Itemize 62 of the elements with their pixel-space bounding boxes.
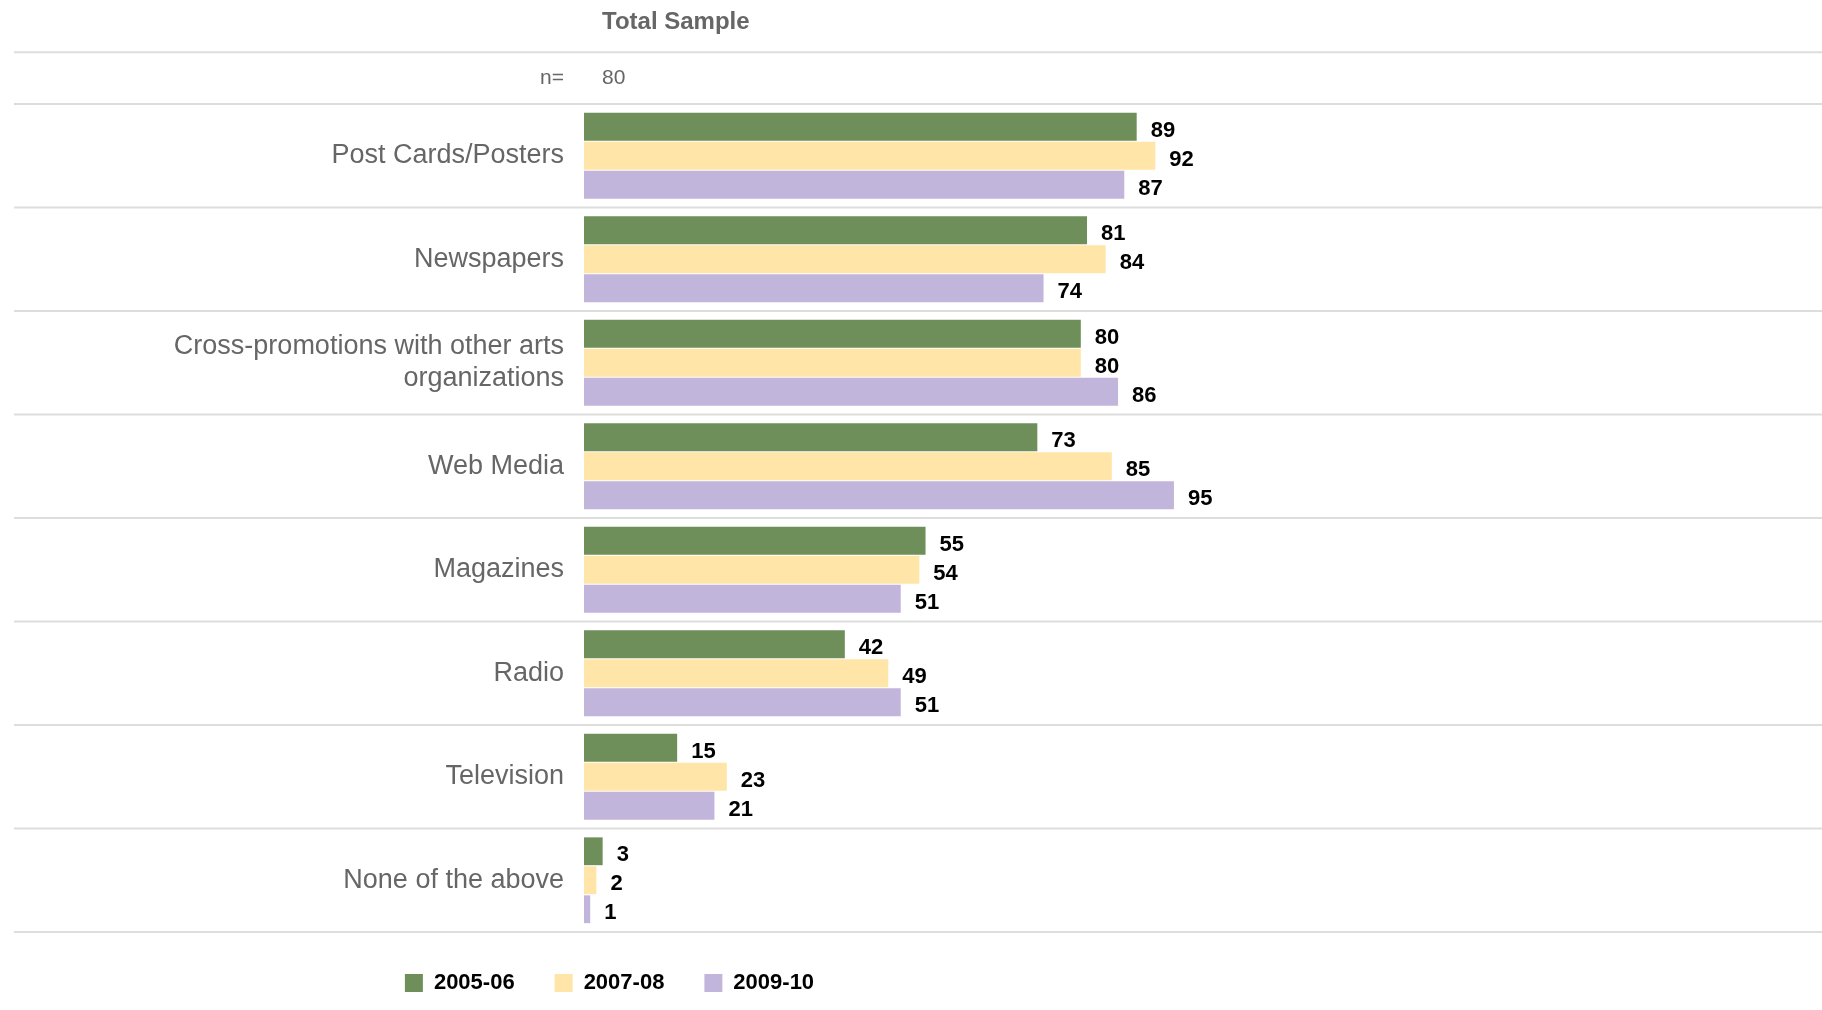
data-label: 3 (616, 841, 629, 867)
y-tick-label: Post Cards/Posters (331, 139, 564, 170)
data-label: 1 (604, 899, 617, 925)
data-label: 85 (1125, 456, 1151, 482)
bar (584, 245, 1106, 274)
bar (584, 423, 1038, 452)
data-label: 80 (1094, 352, 1120, 378)
data-label: 92 (1169, 145, 1194, 171)
data-label: 81 (1101, 220, 1126, 246)
legend-label: 2007-08 (583, 969, 665, 995)
bar (584, 791, 715, 820)
bar (584, 526, 926, 555)
data-label: 55 (939, 530, 965, 556)
data-label: 42 (858, 634, 884, 660)
chart-title: Total Sample (602, 6, 750, 34)
data-label: 51 (914, 692, 940, 718)
data-label: 89 (1150, 116, 1176, 142)
bar (584, 452, 1112, 481)
data-label: 80 (1094, 323, 1120, 349)
bar (584, 895, 591, 924)
y-tick-label: Magazines (433, 553, 564, 584)
data-label: 73 (1051, 427, 1076, 453)
data-label: 51 (914, 588, 940, 614)
bar (584, 319, 1081, 348)
bar (584, 733, 678, 762)
data-label: 23 (740, 766, 766, 792)
legend-label: 2009-10 (733, 969, 815, 995)
data-label: 15 (691, 737, 716, 763)
data-label: 74 (1057, 278, 1083, 304)
text: n= (540, 64, 564, 88)
bar (584, 481, 1174, 510)
bar (584, 630, 845, 659)
y-tick-label: None of the above (343, 863, 564, 894)
bar (584, 216, 1088, 245)
y-tick-label: Television (445, 760, 564, 791)
y-tick-label: Web Media (427, 449, 565, 480)
bar (584, 837, 603, 866)
y-tick-label: Newspapers (413, 242, 564, 273)
bar (584, 274, 1044, 303)
data-label: 95 (1187, 485, 1213, 511)
bar (584, 170, 1125, 199)
y-tick-label: Radio (493, 656, 564, 687)
data-label: 21 (728, 795, 753, 821)
bar (584, 584, 901, 613)
text: 80 (602, 64, 626, 88)
legend-label: 2005-06 (433, 969, 515, 995)
bar (584, 348, 1081, 377)
data-label: 2 (610, 870, 623, 896)
y-tick-label: Cross-promotions with other arts organizations (173, 330, 564, 393)
bar (584, 555, 920, 584)
bar (584, 866, 597, 895)
bar (584, 377, 1119, 406)
data-label: 86 (1132, 381, 1157, 407)
data-label: 87 (1138, 174, 1163, 200)
data-label: 49 (902, 663, 927, 689)
bar (584, 762, 727, 791)
bar (584, 688, 901, 717)
data-label: 54 (933, 559, 959, 585)
bar (584, 112, 1137, 141)
bar (584, 141, 1156, 170)
bar (584, 659, 889, 688)
data-label: 84 (1119, 249, 1145, 275)
